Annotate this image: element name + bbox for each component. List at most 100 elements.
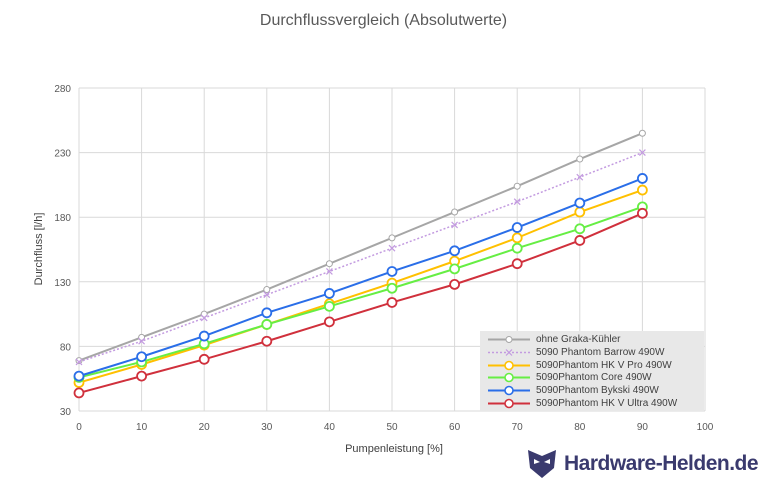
data-point (576, 155, 584, 163)
legend-swatch (488, 398, 530, 409)
data-point (513, 198, 521, 206)
data-point (388, 244, 396, 252)
series-4 (73, 173, 648, 382)
data-point (261, 307, 273, 319)
data-point (511, 258, 523, 270)
legend-label: 5090 Phantom Barrow 490W (536, 346, 665, 358)
series-line (78, 177, 643, 378)
y-axis-label: Durchfluss [l/h] (33, 213, 45, 286)
data-point (637, 173, 648, 184)
y-tick-label: 30 (60, 407, 72, 418)
data-point (263, 291, 271, 299)
series-line (78, 151, 643, 363)
series-line (78, 189, 643, 384)
legend-label: 5090Phantom HK V Pro 490W (536, 359, 672, 371)
data-point (261, 319, 273, 330)
data-point (323, 300, 335, 312)
series-1 (75, 149, 646, 366)
y-tick-label: 280 (54, 84, 71, 95)
chart-legend: ohne Graka-Kühler 5090 Phantom Barrow 490… (480, 331, 704, 411)
x-tick-label: 0 (76, 422, 82, 433)
data-point (638, 149, 646, 157)
x-axis-label: Pumpenleistung [%] (345, 443, 443, 455)
x-tick-label: 40 (324, 422, 336, 433)
data-point (323, 316, 335, 328)
series-5 (73, 207, 648, 399)
x-tick-label: 90 (637, 422, 649, 433)
x-tick-labels: 0 10 20 30 40 50 60 70 80 90 100 (76, 422, 714, 433)
watermark-text: Hardware-Helden.de (564, 452, 759, 475)
data-point (386, 282, 398, 294)
x-tick-label: 30 (261, 422, 273, 433)
x-tick-label: 50 (386, 422, 398, 433)
y-tick-label: 130 (54, 278, 71, 289)
data-point (325, 260, 333, 268)
data-point (198, 353, 210, 365)
x-tick-label: 60 (449, 422, 461, 433)
x-tick-label: 70 (512, 422, 524, 433)
y-tick-label: 80 (60, 342, 72, 353)
series-line (78, 212, 643, 394)
data-point (136, 351, 148, 363)
legend-swatch (488, 373, 530, 383)
data-point (73, 370, 85, 382)
legend-label: 5090Phantom Bykski 490W (536, 385, 659, 397)
legend-swatch (488, 336, 530, 343)
legend-item: 5090Phantom HK V Ultra 490W (480, 397, 704, 410)
data-point (323, 288, 335, 299)
data-point (200, 310, 208, 318)
legend-item: 5090Phantom Bykski 490W (480, 384, 704, 397)
data-point (200, 314, 208, 322)
data-point (511, 242, 523, 254)
legend-swatch (488, 385, 530, 396)
y-tick-labels: 30 80 130 180 230 280 (54, 84, 71, 418)
data-point (263, 286, 271, 294)
legend-label: 5090Phantom Core 490W (536, 372, 652, 384)
watermark: Hardware-Helden.de (524, 446, 764, 482)
data-point (388, 234, 396, 242)
legend-swatch (488, 348, 530, 356)
legend-item: ohne Graka-Kühler (480, 333, 704, 346)
legend-item: 5090Phantom Core 490W (480, 371, 704, 384)
data-point (138, 337, 146, 345)
data-point (449, 263, 461, 275)
legend-item: 5090Phantom HK V Pro 490W (480, 359, 704, 372)
data-point (325, 268, 333, 275)
data-point (136, 370, 148, 382)
x-tick-label: 80 (574, 422, 586, 433)
x-tick-label: 10 (136, 422, 148, 433)
data-point (637, 184, 648, 196)
x-tick-label: 100 (697, 422, 714, 433)
series-line (78, 132, 643, 362)
chart-title: Durchflussvergleich (Absolutwerte) (259, 12, 508, 29)
data-point (511, 222, 523, 233)
data-point (386, 266, 398, 277)
series-group (73, 129, 648, 399)
legend-item: 5090 Phantom Barrow 490W (480, 346, 704, 359)
series-0 (75, 129, 646, 365)
data-point (574, 223, 586, 235)
data-point (449, 245, 461, 257)
data-point (574, 197, 586, 209)
x-tick-label: 20 (199, 422, 211, 433)
data-point (261, 335, 273, 347)
data-point (449, 278, 461, 290)
data-point (75, 358, 83, 366)
legend-label: 5090Phantom HK V Ultra 490W (536, 398, 678, 409)
data-point (576, 173, 584, 181)
data-point (574, 235, 586, 246)
data-point (73, 387, 85, 399)
data-point (637, 207, 648, 219)
series-line (78, 205, 643, 379)
data-point (386, 297, 398, 308)
data-point (574, 206, 586, 218)
mask-logo-icon (528, 450, 556, 478)
y-tick-label: 180 (54, 213, 71, 224)
y-tick-label: 230 (54, 149, 71, 160)
data-point (138, 333, 146, 341)
data-point (451, 221, 459, 229)
data-point (513, 182, 521, 190)
data-point (451, 208, 459, 216)
legend-label: ohne Graka-Kühler (536, 334, 621, 345)
